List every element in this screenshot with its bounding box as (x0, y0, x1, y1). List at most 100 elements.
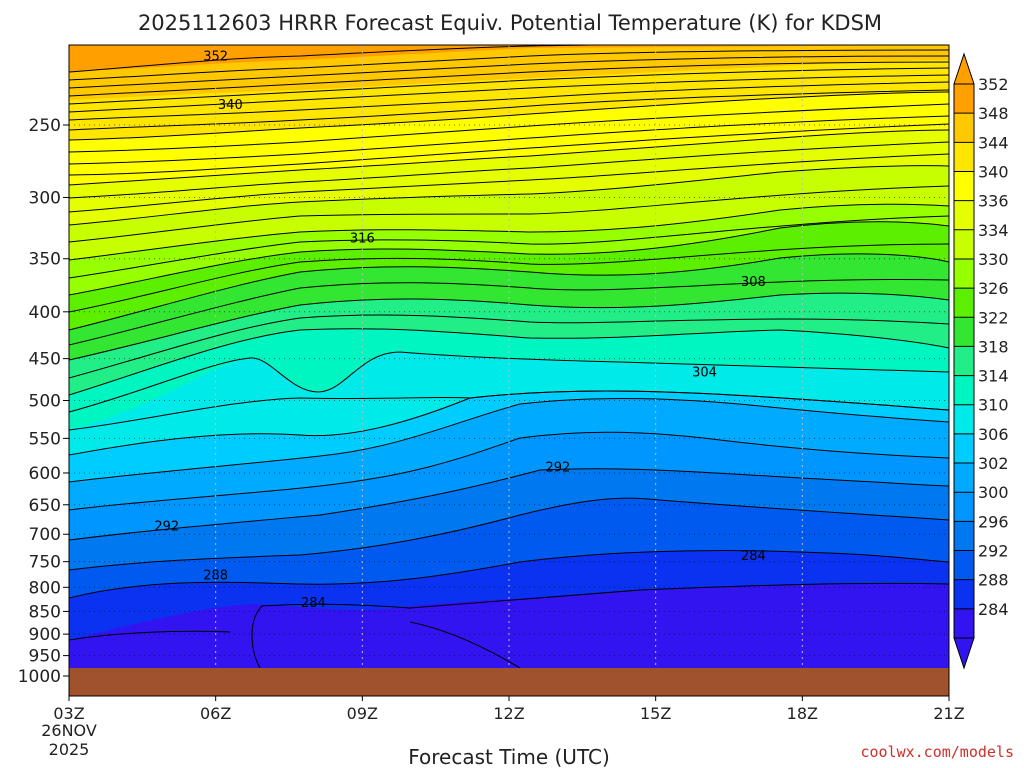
x-tick-label: 15Z (640, 704, 671, 723)
contour-line (69, 91, 949, 141)
contour-line (69, 215, 949, 279)
colorbar-swatch (954, 579, 974, 610)
x-tick-label: 18Z (787, 704, 818, 723)
contour-line (69, 328, 949, 396)
contour-label: 304 (692, 366, 717, 381)
y-tick-label: 600 (29, 464, 61, 484)
contour-line (69, 278, 949, 346)
contour-line (69, 292, 949, 361)
colorbar-tick-label: 318 (978, 337, 1009, 356)
y-tick-label: 550 (29, 429, 61, 449)
contour-line (69, 141, 949, 199)
x-axis: 03Z 06Z 09Z 12Z 15Z 18Z 21Z (53, 696, 965, 723)
colorbar-tick-label: 300 (978, 483, 1009, 502)
contour-label: 292 (154, 520, 179, 535)
colorbar-swatch (954, 404, 974, 435)
colorbar-tick-label: 336 (978, 192, 1009, 211)
colorbar-swatch (954, 113, 974, 143)
colorbar-tick-label: 322 (978, 308, 1009, 327)
contour-line (69, 253, 949, 331)
colorbar-tick-label: 302 (978, 454, 1009, 473)
contour-line (69, 165, 949, 226)
svg-text:284: 284 (301, 596, 326, 611)
colorbar-swatch (954, 200, 974, 231)
contour-band (69, 45, 949, 72)
colorbar-tick-label: 292 (978, 542, 1009, 561)
y-tick-label: 800 (29, 578, 61, 598)
y-tick-label: 700 (29, 525, 61, 545)
y-tick-label: 500 (29, 392, 61, 412)
contour-labels: 352 340 316 308 304 292 292 288 284 284 (154, 50, 766, 611)
contour-label: 292 (545, 460, 570, 475)
colorbar-swatch (954, 521, 974, 552)
colorbar-swatch (954, 142, 974, 172)
contour-line (69, 74, 949, 113)
y-tick-label: 850 (29, 602, 61, 622)
contour-line (69, 185, 949, 243)
contour-line (69, 67, 949, 105)
contour-line (69, 49, 949, 81)
colorbar-swatch (954, 492, 974, 522)
contour-line (69, 153, 949, 213)
svg-text:316: 316 (350, 232, 375, 247)
colorbar-swatch (954, 375, 974, 406)
svg-text:292: 292 (154, 520, 179, 535)
colorbar: 352 348 344 340 336 334 330 326 322 318 314 310 306 3… (953, 52, 1009, 670)
contour-line (69, 89, 949, 131)
contour-line (69, 630, 231, 641)
contour-label: 340 (218, 98, 243, 113)
contour-line (69, 81, 949, 121)
plot-area: 352 340 316 308 304 292 292 288 284 284 (69, 45, 949, 696)
colorbar-swatch (954, 463, 974, 493)
contour-line (69, 45, 651, 73)
chart-title: 2025112603 HRRR Forecast Equiv. Potentia… (138, 11, 882, 35)
y-tick-label: 950 (29, 647, 61, 667)
colorbar-tick-label: 348 (978, 104, 1009, 123)
colorbar-tick-label: 330 (978, 250, 1009, 269)
colorbar-swatch (954, 608, 974, 639)
colorbar-tick-label: 326 (978, 279, 1009, 298)
contour-label: 284 (741, 549, 766, 564)
colorbar-tick-label: 306 (978, 425, 1009, 444)
x-tick-label: 03Z (53, 704, 84, 723)
y-tick-label: 750 (29, 553, 61, 573)
contour-lines (69, 45, 949, 669)
colorbar-swatch (954, 317, 974, 347)
x-tick-label: 21Z (933, 704, 964, 723)
contour-line (69, 129, 949, 186)
x-tick-label: 09Z (347, 704, 378, 723)
svg-text:308: 308 (741, 275, 766, 290)
y-axis: 250 300 350 400 450 500 550 600 650 700 750 800 850 9… (18, 116, 69, 687)
colorbar-tick-label: 340 (978, 162, 1009, 181)
colorbar-swatch (954, 288, 974, 318)
contour-line (69, 243, 949, 313)
contour-line (69, 115, 949, 165)
x-tick-label: 06Z (200, 704, 231, 723)
contour-line (69, 221, 949, 296)
x-date-line-2: 2025 (49, 740, 90, 759)
site-credit: coolwx.com/models (860, 743, 1014, 761)
colorbar-tick-label: 352 (978, 75, 1009, 94)
y-tick-label: 350 (29, 250, 61, 270)
y-tick-label: 250 (29, 116, 61, 136)
colorbar-tick-label: 314 (978, 367, 1009, 386)
colorbar-tick-label: 284 (978, 600, 1009, 619)
contour-line (69, 203, 949, 261)
contour-line (69, 55, 949, 89)
colorbar-tick-label: 310 (978, 396, 1009, 415)
y-tick-label: 1000 (18, 667, 61, 687)
contour-line (69, 103, 949, 153)
contour-line (69, 314, 949, 379)
colorbar-swatch (954, 550, 974, 581)
colorbar-max-arrow (953, 52, 975, 85)
colorbar-swatch (954, 433, 974, 464)
colorbar-tick-label: 344 (978, 133, 1009, 152)
terrain-below-ground (69, 668, 949, 696)
svg-text:340: 340 (218, 98, 243, 113)
grid-lines (69, 45, 949, 696)
contour-line (69, 351, 949, 413)
svg-text:288: 288 (203, 569, 228, 584)
contour-line (69, 123, 949, 176)
y-tick-label: 300 (29, 188, 61, 208)
contour-line (409, 621, 521, 669)
